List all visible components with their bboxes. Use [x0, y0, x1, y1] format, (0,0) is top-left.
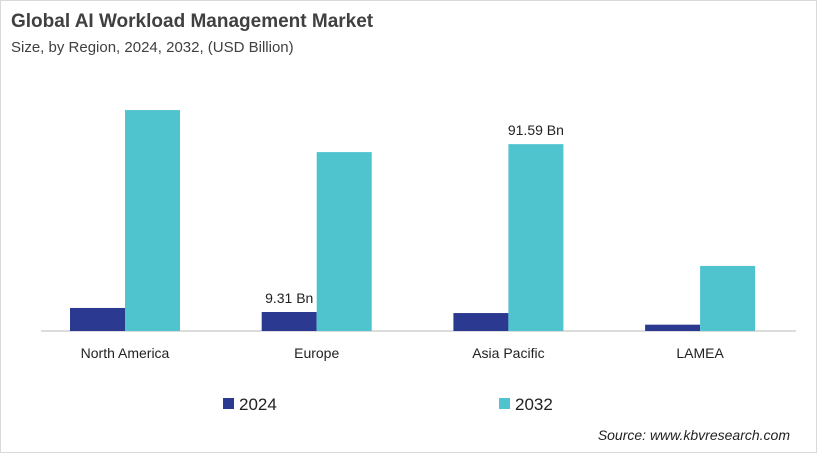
- bar-2024-north-america: [70, 307, 125, 331]
- bar-2024-asia-pacific: [453, 313, 509, 331]
- x-tick-label: Europe: [294, 345, 339, 361]
- x-tick-label: LAMEA: [676, 345, 724, 361]
- bar-2024-europe: [261, 312, 317, 331]
- bar-2032-europe: [316, 152, 372, 331]
- bar-2032-north-america: [125, 110, 180, 332]
- data-label: 9.31 Bn: [265, 290, 313, 306]
- bar-2024-lamea: [645, 324, 701, 331]
- bar-2032-lamea: [700, 265, 756, 331]
- x-tick-label: Asia Pacific: [472, 345, 544, 361]
- legend-swatch-2024: [223, 398, 234, 409]
- legend-label: 2024: [239, 395, 277, 414]
- chart-title: Global AI Workload Management Market: [11, 11, 374, 32]
- legend-label: 2032: [515, 395, 553, 414]
- legend-swatch-2032: [499, 398, 510, 409]
- x-tick-label: North America: [81, 345, 170, 361]
- bar-2032-asia-pacific: [508, 144, 564, 331]
- source-note: Source: www.kbvresearch.com: [597, 427, 790, 443]
- chart-subtitle: Size, by Region, 2024, 2032, (USD Billio…: [11, 39, 294, 56]
- data-label: 91.59 Bn: [508, 122, 564, 138]
